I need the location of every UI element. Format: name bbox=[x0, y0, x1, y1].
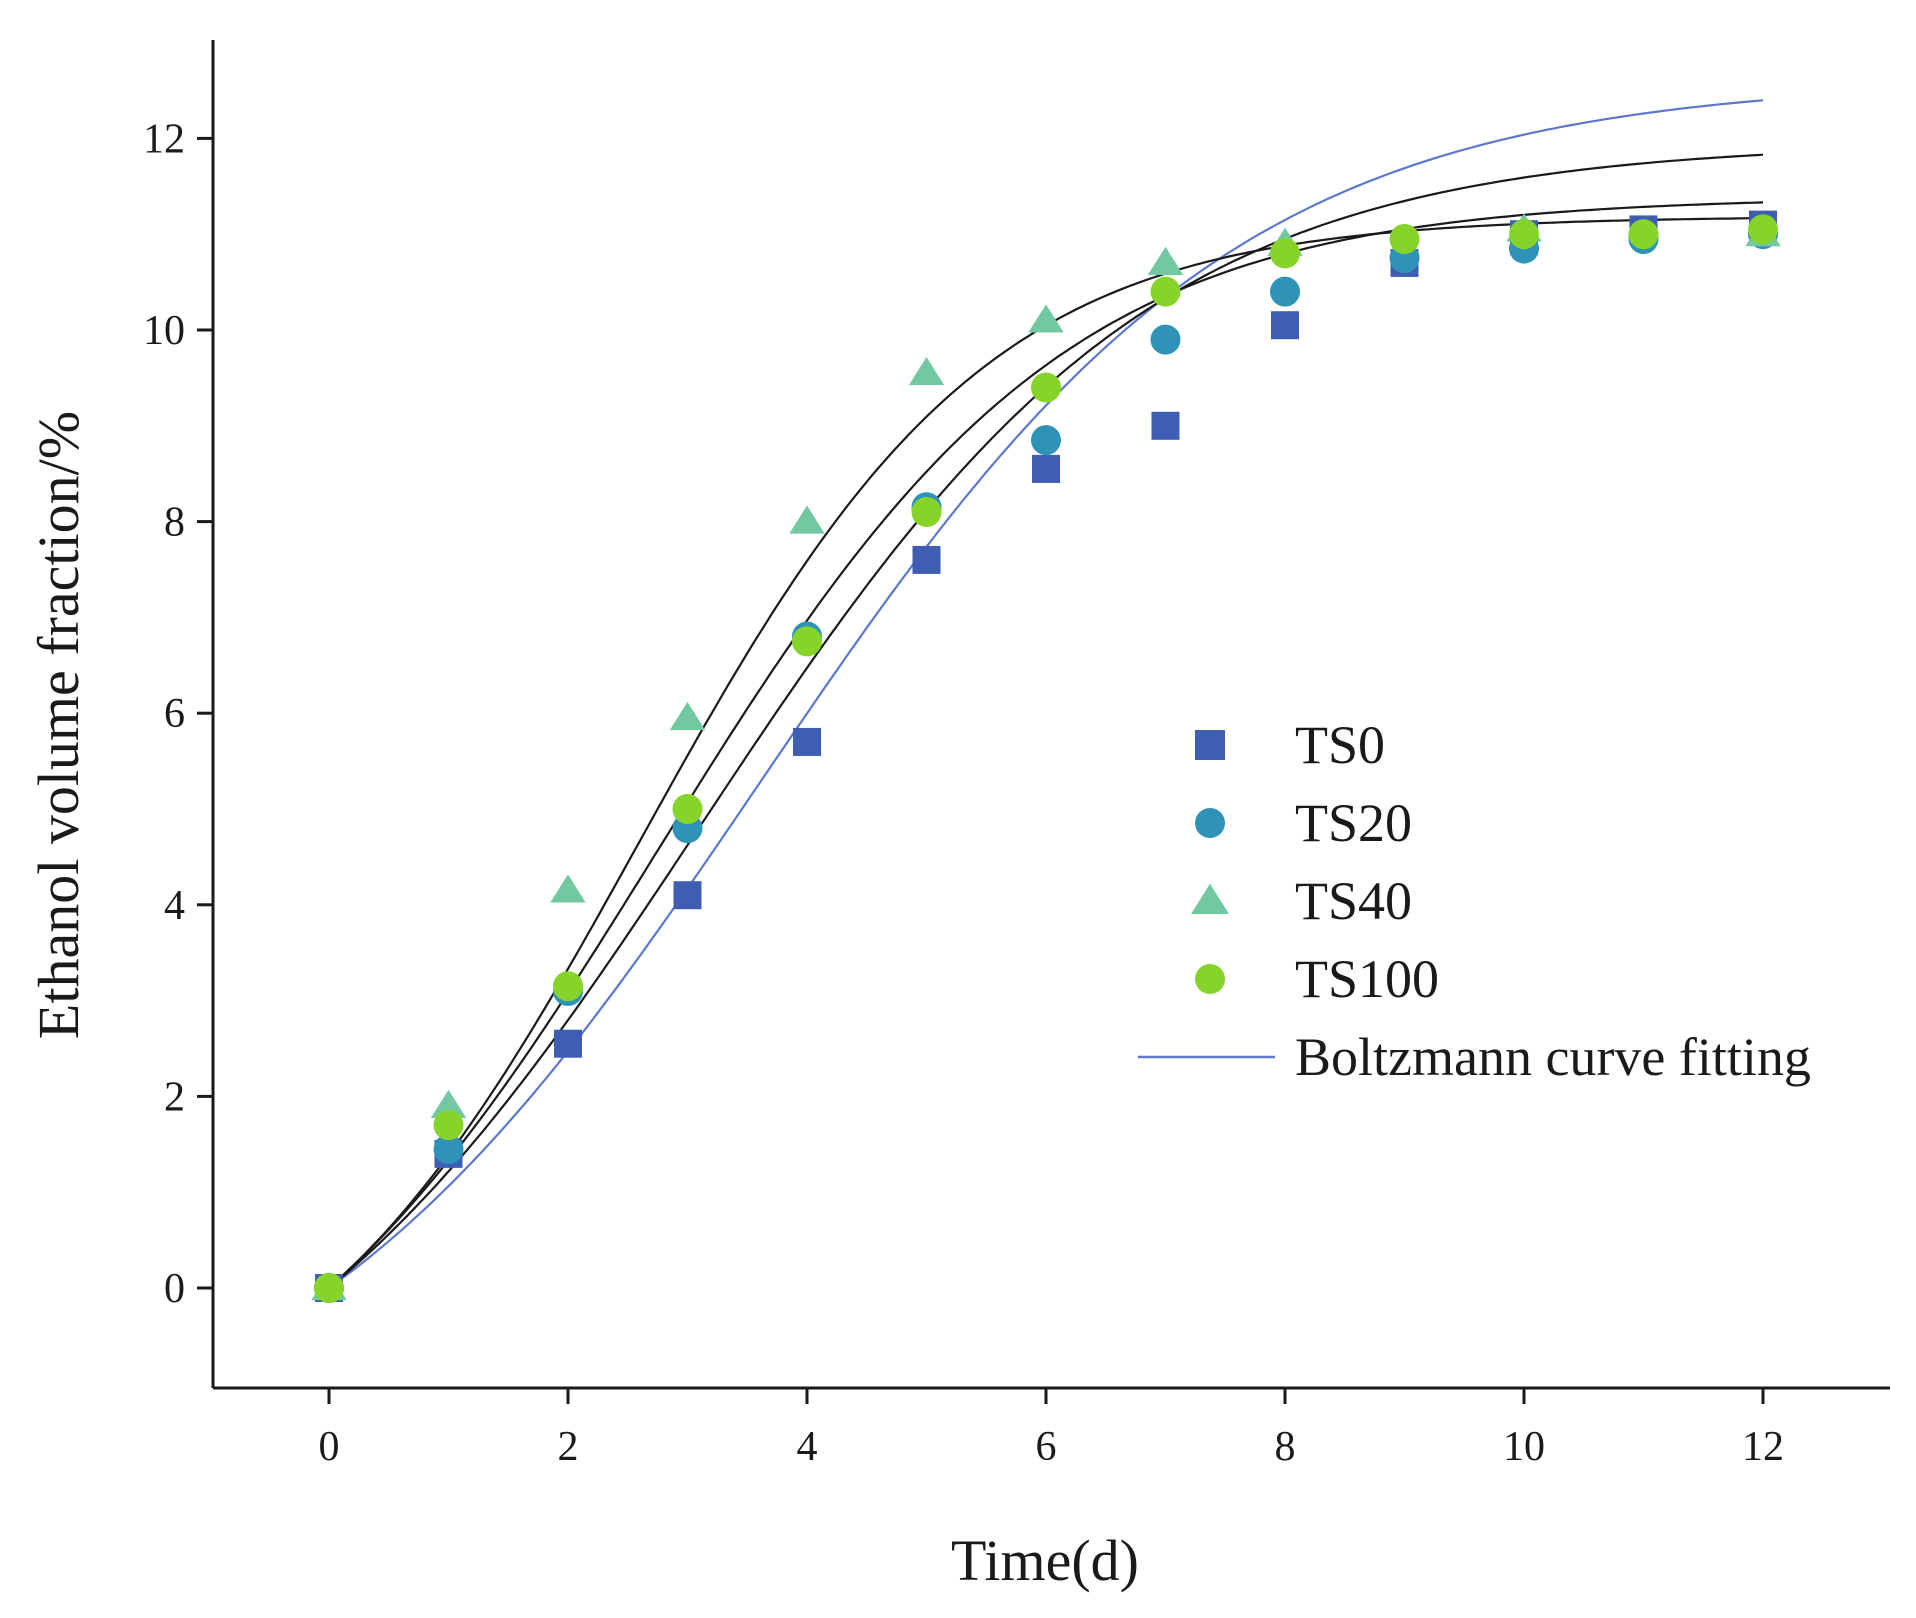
legend-label: Boltzmann curve fitting bbox=[1295, 1027, 1811, 1087]
data-point bbox=[430, 1089, 467, 1119]
x-tick-label: 2 bbox=[558, 1424, 579, 1470]
y-tick-label: 2 bbox=[164, 1074, 185, 1120]
y-tick-label: 0 bbox=[164, 1266, 185, 1312]
y-tick-label: 6 bbox=[164, 691, 185, 737]
x-tick-label: 8 bbox=[1275, 1424, 1296, 1470]
data-point bbox=[1270, 276, 1300, 307]
data-point bbox=[1150, 276, 1181, 307]
data-point bbox=[1031, 372, 1061, 403]
data-point bbox=[1389, 223, 1420, 254]
legend-swatch bbox=[1191, 883, 1229, 914]
data-point bbox=[1032, 454, 1060, 483]
y-tick-label: 8 bbox=[164, 500, 185, 546]
data-point bbox=[433, 1134, 464, 1165]
x-tick-label: 4 bbox=[797, 1424, 818, 1470]
y-tick-label: 4 bbox=[164, 883, 185, 929]
data-point bbox=[789, 505, 825, 534]
data-point bbox=[553, 971, 583, 1002]
data-point bbox=[1628, 219, 1659, 250]
legend-swatch bbox=[1195, 730, 1225, 760]
data-point bbox=[1271, 311, 1299, 340]
y-tick-label: 12 bbox=[143, 116, 185, 162]
data-point bbox=[1270, 238, 1300, 269]
legend-swatch bbox=[1195, 964, 1225, 994]
legend-label: TS20 bbox=[1295, 793, 1412, 853]
legend-label: TS0 bbox=[1295, 715, 1385, 775]
legend: TS0 TS20 TS40 TS100 Boltzmann curve fitting bbox=[1138, 715, 1811, 1087]
series-ts100 bbox=[314, 214, 1778, 1303]
y-tick-label: 10 bbox=[143, 308, 185, 354]
data-point bbox=[554, 1029, 582, 1058]
x-ticks: 0 2 4 6 8 10 12 bbox=[319, 1388, 1784, 1470]
x-axis-title: Time(d) bbox=[951, 1528, 1139, 1593]
x-tick-label: 10 bbox=[1503, 1424, 1545, 1470]
legend-item: TS100 bbox=[1195, 949, 1439, 1009]
data-point bbox=[793, 727, 821, 756]
data-point bbox=[1031, 425, 1061, 456]
legend-item: Boltzmann curve fitting bbox=[1138, 1027, 1811, 1087]
data-point bbox=[1509, 219, 1539, 250]
data-point bbox=[672, 794, 703, 824]
data-point bbox=[1150, 324, 1181, 355]
legend-swatch bbox=[1195, 808, 1225, 838]
x-tick-label: 12 bbox=[1742, 1424, 1784, 1470]
data-point bbox=[1151, 411, 1180, 440]
data-point bbox=[314, 1273, 344, 1303]
data-point bbox=[433, 1110, 464, 1141]
data-points bbox=[311, 210, 1781, 1303]
x-tick-label: 0 bbox=[319, 1424, 340, 1470]
data-point bbox=[673, 881, 702, 910]
data-point bbox=[669, 701, 706, 731]
data-point bbox=[792, 626, 822, 657]
data-point bbox=[550, 874, 586, 903]
legend-item: TS20 bbox=[1195, 793, 1412, 853]
y-ticks: 0 2 4 6 8 10 12 bbox=[143, 116, 213, 1312]
legend-item: TS0 bbox=[1195, 715, 1385, 775]
data-point bbox=[908, 357, 945, 386]
x-tick-label: 6 bbox=[1036, 1424, 1057, 1470]
data-point bbox=[1028, 304, 1064, 333]
legend-item: TS40 bbox=[1191, 871, 1412, 931]
data-point bbox=[911, 497, 942, 528]
legend-label: TS100 bbox=[1295, 949, 1439, 1009]
fit-curve-ts0 bbox=[328, 99, 1764, 1289]
data-point bbox=[1748, 214, 1778, 245]
data-point bbox=[912, 545, 941, 574]
fit-curve-ts100 bbox=[328, 201, 1764, 1289]
fit-curves bbox=[328, 99, 1764, 1289]
data-point bbox=[1147, 246, 1184, 276]
y-axis-title: Ethanol volume fraction/% bbox=[26, 411, 91, 1039]
legend-label: TS40 bbox=[1295, 871, 1412, 931]
